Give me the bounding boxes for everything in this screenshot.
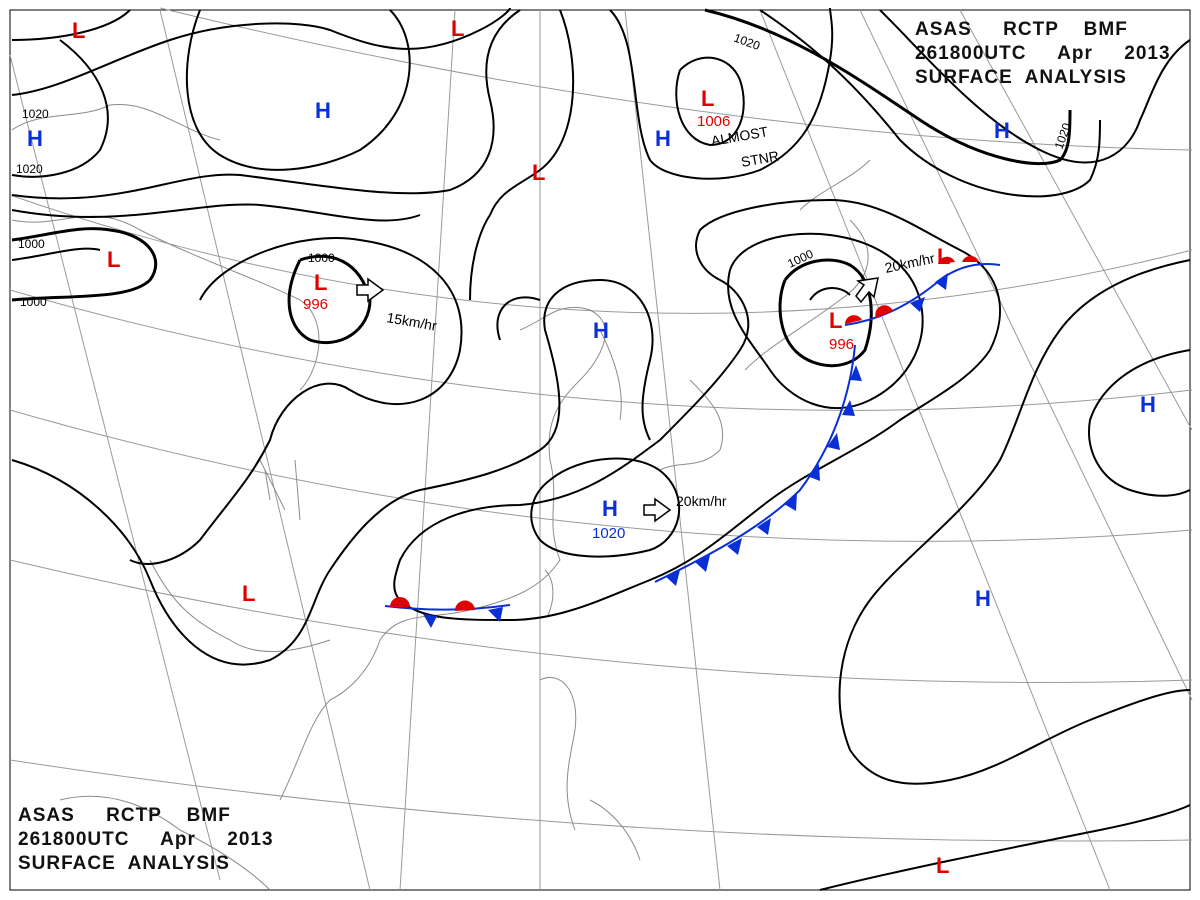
header-line-1: ASAS RCTP BMF xyxy=(18,805,231,826)
chart-header-top: ASAS RCTP BMF 261800UTC Apr 2013 SURFACE… xyxy=(915,18,1171,90)
high-symbol: H xyxy=(602,496,618,521)
high-symbol: H xyxy=(994,118,1010,143)
header-line-2: 261800UTC Apr 2013 xyxy=(18,829,274,850)
low-symbol: L xyxy=(532,160,545,185)
isobars xyxy=(11,7,1191,891)
motion-speed-label: 15km/hr xyxy=(385,309,438,334)
high-symbol: H xyxy=(1140,392,1156,417)
isobar-label: 1000 xyxy=(308,251,335,265)
isobar-labels: 1020 1020 1020 1020 1000 1000 1000 1000 xyxy=(16,31,1074,309)
motion-arrow-3 xyxy=(855,277,879,304)
header-line-3: SURFACE ANALYSIS xyxy=(915,67,1127,88)
isobar-label: 1020 xyxy=(16,162,43,176)
low-symbol: L xyxy=(701,86,714,111)
note-line-2: STNR xyxy=(740,148,780,170)
stationary-note: ALMOST STNR xyxy=(710,123,780,170)
high-symbol: H xyxy=(593,318,609,343)
low-symbol: L xyxy=(72,18,85,43)
isobar-label: 1000 xyxy=(20,295,47,309)
header-line-2: 261800UTC Apr 2013 xyxy=(915,43,1171,64)
low-pressure-value: 1006 xyxy=(697,113,730,130)
high-symbol: H xyxy=(27,126,43,151)
high-symbol: H xyxy=(655,126,671,151)
low-symbol: L xyxy=(242,581,255,606)
isobar-label: 1020 xyxy=(1052,121,1074,151)
low-symbol: L xyxy=(829,308,842,333)
low-symbol: L xyxy=(451,16,464,41)
map-border xyxy=(9,9,1191,891)
low-symbol: L xyxy=(937,244,950,269)
front-northeast xyxy=(844,255,1001,326)
low-symbol: L xyxy=(314,270,327,295)
motion-arrows xyxy=(356,277,879,523)
coastlines xyxy=(11,103,871,891)
isobar-label: 1000 xyxy=(18,237,45,251)
low-symbol: L xyxy=(107,247,120,272)
low-pressure-value: 996 xyxy=(829,336,854,353)
isobar-label: 1020 xyxy=(732,31,762,53)
low-symbol: L xyxy=(936,853,949,878)
chart-header-bottom: ASAS RCTP BMF 261800UTC Apr 2013 SURFACE… xyxy=(18,804,274,876)
header-line-1: ASAS RCTP BMF xyxy=(915,19,1128,40)
high-symbol: H xyxy=(975,586,991,611)
motion-speed-label: 20km/hr xyxy=(676,493,727,509)
cold-front-east xyxy=(654,344,862,586)
motion-speed-label: 20km/hr xyxy=(883,250,936,276)
pressure-centers: L L L 1006 L L L 996 L 996 L L L H H H H… xyxy=(27,16,1156,878)
high-symbol: H xyxy=(315,98,331,123)
header-line-3: SURFACE ANALYSIS xyxy=(18,853,230,874)
graticule xyxy=(9,7,1193,891)
motion-arrow-1 xyxy=(356,277,385,303)
isobar-label: 1020 xyxy=(22,107,49,121)
motion-arrow-2 xyxy=(643,497,672,523)
low-pressure-value: 996 xyxy=(303,296,328,313)
front-south-china xyxy=(384,597,511,628)
high-pressure-value: 1020 xyxy=(592,525,625,542)
